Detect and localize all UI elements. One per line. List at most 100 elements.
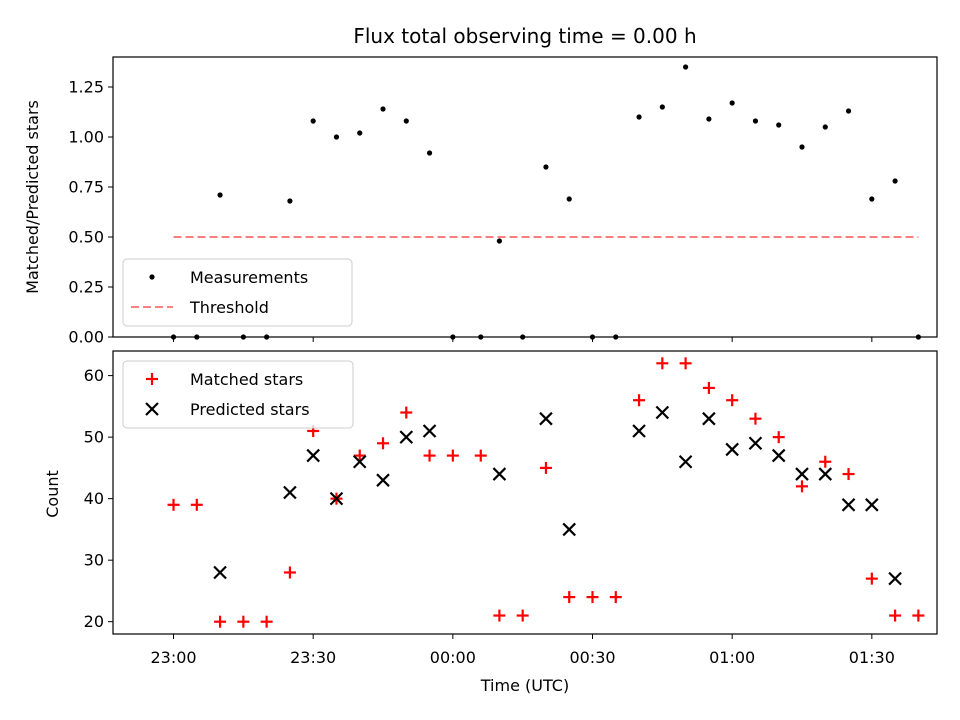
- matched-stars-point: [889, 609, 902, 622]
- legend-measurements-label: Measurements: [190, 268, 308, 287]
- x-tick-label: 23:30: [290, 648, 336, 667]
- measurement-point: [333, 134, 340, 140]
- predicted-stars-point: [283, 485, 297, 500]
- top-legend-box: [122, 258, 353, 327]
- matched-stars-point: [377, 437, 390, 450]
- measurement-point: [752, 118, 759, 124]
- predicted-stars-point: [818, 467, 833, 481]
- y-tick-label: 0.00: [68, 328, 104, 347]
- chart-title: Flux total observing time = 0.00 h: [353, 24, 696, 48]
- bottom-x-axis: 23:00 23:30 00:00 00:30 01:00 01:30: [150, 634, 895, 667]
- matched-stars-point: [516, 609, 529, 622]
- matched-stars-point: [702, 381, 715, 394]
- matched-stars-point: [167, 498, 180, 511]
- bottom-legend: Matched stars Predicted stars: [122, 360, 354, 429]
- matched-stars-point: [772, 431, 785, 444]
- legend-predicted-label: Predicted stars: [190, 400, 310, 419]
- y-tick-label: 1.25: [68, 78, 104, 97]
- legend-threshold-label: Threshold: [189, 298, 269, 317]
- y-tick-label: 60: [84, 366, 104, 385]
- predicted-stars-point: [539, 411, 553, 426]
- bottom-plot-frame: [112, 350, 938, 635]
- measurement-point: [822, 124, 828, 130]
- y-tick-label: 20: [84, 612, 104, 631]
- predicted-stars-point: [306, 448, 320, 463]
- bottom-y-axis-label: Count: [43, 470, 62, 518]
- legend-matched-label: Matched stars: [190, 370, 303, 389]
- legend-matched-marker: [146, 373, 158, 385]
- predicted-stars-point: [841, 498, 856, 512]
- legend-predicted-marker: [145, 402, 159, 416]
- matched-stars-point: [842, 468, 855, 481]
- bottom-y-axis: 20 30 40 50 60: [84, 366, 113, 631]
- x-tick-label: 01:30: [849, 648, 895, 667]
- matched-stars-point: [656, 357, 669, 370]
- matched-stars-point: [726, 394, 739, 407]
- predicted-stars-point: [562, 522, 577, 537]
- measurement-point: [426, 150, 433, 156]
- predicted-stars-point: [492, 467, 507, 481]
- measurement-point: [380, 106, 386, 112]
- predicted-stars-point: [422, 424, 437, 438]
- predicted-stars-point: [865, 498, 879, 512]
- matched-stars-point: [586, 591, 599, 604]
- matched-stars-point: [865, 572, 878, 585]
- measurement-point: [706, 116, 712, 122]
- x-tick-label: 00:30: [569, 648, 615, 667]
- matched-stars-point: [539, 461, 552, 474]
- matched-stars-point: [214, 615, 227, 628]
- matched-stars-point: [474, 449, 487, 462]
- measurement-point: [636, 114, 642, 120]
- measurement-point: [892, 178, 898, 184]
- top-y-axis-label: Matched/Predicted stars: [23, 100, 42, 294]
- predicted-stars-point: [376, 473, 390, 487]
- matched-stars-point: [679, 357, 692, 370]
- x-tick-label: 23:00: [150, 648, 196, 667]
- measurement-point: [357, 130, 363, 136]
- predicted-stars-point: [632, 424, 646, 438]
- matched-stars-point: [446, 449, 459, 462]
- matched-stars-point: [563, 591, 576, 604]
- y-tick-label: 0.75: [68, 178, 104, 197]
- measurement-point: [310, 118, 316, 124]
- matched-stars-point: [609, 591, 622, 604]
- y-tick-label: 30: [84, 551, 104, 570]
- predicted-stars-point: [771, 448, 786, 463]
- predicted-stars-point: [213, 565, 227, 580]
- matched-stars-point: [283, 566, 296, 579]
- matched-stars-point: [633, 394, 646, 407]
- measurement-point: [869, 196, 875, 202]
- x-axis-label: Time (UTC): [480, 676, 569, 695]
- measurement-point: [543, 164, 549, 170]
- y-tick-label: 1.00: [68, 128, 104, 147]
- predicted-stars-point: [678, 454, 693, 469]
- y-tick-label: 50: [84, 428, 104, 447]
- matched-stars-point: [353, 449, 366, 462]
- y-tick-label: 40: [84, 489, 104, 508]
- matched-stars-point: [423, 449, 436, 462]
- predicted-stars-point: [329, 491, 344, 506]
- measurement-point: [403, 118, 409, 124]
- matched-stars-point: [400, 406, 413, 419]
- measurement-point: [683, 64, 689, 70]
- matched-stars-point: [190, 498, 203, 511]
- measurement-point: [729, 100, 735, 106]
- measurement-point: [287, 198, 293, 204]
- measurement-point: [496, 238, 502, 244]
- matched-stars-point: [912, 609, 925, 622]
- matched-stars-point: [493, 609, 506, 622]
- predicted-stars-point: [702, 411, 716, 426]
- bottom-panel: Count Time (UTC) 20 30 40 50 60 23:00 23:30 00…: [43, 350, 938, 695]
- predicted-stars-point: [795, 467, 809, 481]
- measurement-point: [659, 104, 665, 110]
- predicted-stars-point: [399, 430, 414, 444]
- measurement-point: [799, 144, 805, 150]
- top-panel: Flux total observing time = 0.00 h Match…: [23, 24, 938, 347]
- measurement-point: [217, 192, 223, 198]
- predicted-stars-point: [352, 454, 367, 469]
- predicted-stars-point: [888, 571, 902, 586]
- predicted-stars-point: [748, 436, 763, 451]
- x-tick-label: 00:00: [430, 648, 476, 667]
- matched-stars-point: [237, 615, 250, 628]
